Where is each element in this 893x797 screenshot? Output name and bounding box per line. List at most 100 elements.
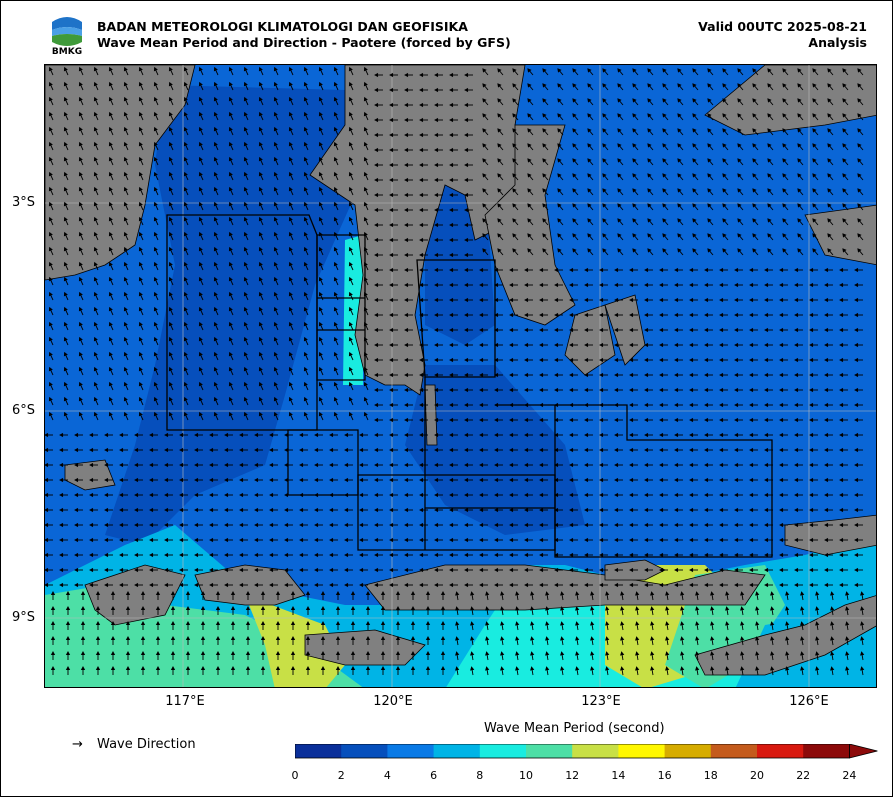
wave-arrow-head [303, 306, 308, 312]
wave-arrow-head [635, 606, 640, 611]
colorbar-tick-label: 4 [383, 769, 391, 782]
wave-arrow-head [374, 327, 379, 333]
wave-arrow-head [93, 276, 98, 282]
wave-arrow-head [752, 218, 757, 223]
wave-arrow-head [228, 171, 233, 177]
wave-arrow-head [93, 291, 98, 297]
wave-arrow-head [692, 98, 697, 103]
wave-arrow-head [243, 366, 248, 372]
wave-arrow-head [842, 218, 847, 223]
wave-arrow-head [389, 297, 394, 303]
wave-arrow-head [410, 591, 416, 596]
wave-arrow-head [854, 582, 859, 588]
wave-arrow-head [809, 372, 814, 378]
wave-arrow-head [797, 248, 802, 253]
wave-arrow-head [284, 522, 289, 528]
wave-arrow-head [123, 96, 128, 102]
wave-arrow-head [314, 492, 319, 498]
wave-arrow-head [78, 126, 83, 132]
wave-arrow-head [95, 666, 101, 671]
wave-arrow-head [794, 387, 799, 393]
wave-arrow-head [767, 83, 772, 88]
wave-arrow-head [299, 522, 304, 528]
wave-arrow-head [198, 396, 203, 402]
wave-arrow-head [824, 552, 829, 558]
wave-arrow-head [63, 186, 68, 192]
wave-arrow-head [363, 411, 368, 417]
wave-arrow-head [854, 342, 859, 348]
wave-arrow-head [389, 567, 394, 573]
wave-arrow-head [509, 522, 514, 528]
wave-arrow-head [764, 402, 769, 408]
wave-arrow-head [389, 267, 394, 273]
wave-arrow-head [434, 327, 439, 333]
wave-arrow-head [740, 591, 745, 596]
wave-arrow-head [344, 507, 349, 513]
wave-arrow-head [155, 591, 161, 596]
wave-arrow-head [674, 537, 679, 543]
wave-arrow-head [602, 98, 607, 103]
wave-arrow-head [602, 233, 607, 238]
wave-arrow-head [404, 357, 409, 363]
wave-arrow-head [419, 72, 424, 78]
wave-arrow-head [482, 218, 487, 223]
wave-arrow-head [617, 188, 622, 193]
wave-arrow-head [318, 81, 323, 87]
wave-arrow-head [404, 552, 409, 558]
wave-arrow-head [650, 591, 655, 596]
wave-arrow-head [243, 276, 248, 282]
wave-arrow-head [389, 417, 394, 423]
wave-arrow-head [314, 432, 319, 438]
wave-arrow-head [494, 342, 499, 348]
wave-arrow-head [215, 591, 221, 596]
wave-arrow-head [258, 216, 263, 222]
wave-arrow-head [179, 567, 184, 573]
wave-arrow-head [374, 342, 379, 348]
wave-arrow-head [209, 492, 214, 498]
wave-arrow-head [854, 267, 859, 273]
wave-arrow-head [194, 477, 199, 483]
wave-arrow-head [230, 621, 236, 626]
wave-arrow-head [305, 666, 311, 671]
wave-arrow-head [677, 113, 682, 118]
wave-arrow-head [560, 606, 565, 611]
wave-arrow-head [374, 357, 379, 363]
wave-arrow-head [839, 567, 844, 573]
wave-arrow-head [419, 297, 424, 303]
wave-arrow-head [389, 237, 394, 243]
wave-arrow-head [464, 177, 469, 183]
wave-arrow-head [809, 492, 814, 498]
wave-arrow-head [59, 447, 64, 453]
wave-arrow-head [224, 462, 229, 468]
wave-arrow-head [704, 282, 709, 288]
wave-arrow-head [644, 312, 649, 318]
wave-arrow-head [183, 96, 188, 102]
wave-arrow-head [542, 188, 547, 193]
wave-arrow-head [860, 666, 865, 671]
wave-arrow-head [539, 432, 544, 438]
wave-arrow-head [665, 606, 670, 611]
wave-arrow-head [629, 417, 634, 423]
wave-arrow-head [599, 312, 604, 318]
wave-arrow-head [674, 297, 679, 303]
wave-arrow-head [344, 477, 349, 483]
wave-arrow-head [374, 372, 379, 378]
wave-arrow-head [665, 636, 670, 641]
wave-arrow-head [65, 666, 71, 671]
wave-arrow-head [183, 171, 188, 177]
wave-arrow-head [695, 621, 700, 626]
wave-arrow-head [722, 98, 727, 103]
wave-arrow-head [794, 447, 799, 453]
wave-arrow-head [545, 591, 550, 596]
wave-arrow-head [318, 411, 323, 417]
wave-arrow-head [569, 267, 574, 273]
wave-arrow-head [827, 128, 832, 133]
wave-arrow-head [230, 591, 236, 596]
wave-arrow-head [213, 66, 218, 72]
wave-arrow-head [348, 336, 353, 342]
wave-arrow-head [599, 522, 604, 528]
wave-arrow-head [288, 246, 293, 252]
wave-arrow-head [93, 96, 98, 102]
wave-arrow-head [380, 606, 386, 611]
wave-arrow-head [348, 381, 353, 387]
